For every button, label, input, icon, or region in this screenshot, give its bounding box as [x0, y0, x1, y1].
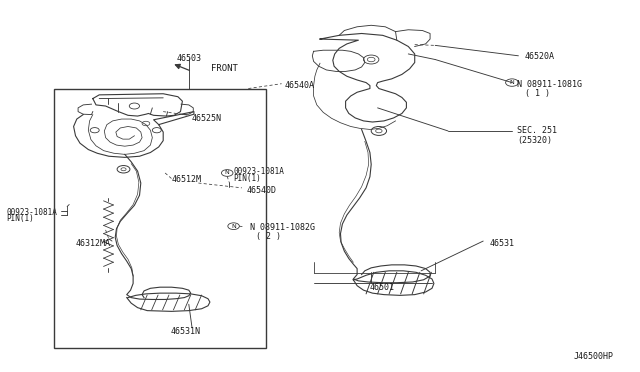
Text: 46501: 46501	[370, 283, 395, 292]
Text: PIN(1): PIN(1)	[234, 174, 261, 183]
Text: 46503: 46503	[176, 54, 202, 63]
Text: 00923-1081A: 00923-1081A	[234, 167, 284, 176]
Text: N 08911-1081G: N 08911-1081G	[517, 80, 582, 89]
Text: 46512M: 46512M	[172, 175, 202, 184]
Text: 46312MA: 46312MA	[76, 239, 111, 248]
Text: PIN(1): PIN(1)	[6, 214, 34, 223]
Text: (25320): (25320)	[517, 136, 552, 145]
Text: J46500HP: J46500HP	[573, 352, 613, 361]
Text: 46531N: 46531N	[171, 327, 201, 336]
Text: ( 1 ): ( 1 )	[525, 89, 550, 98]
Text: SEC. 251: SEC. 251	[517, 126, 557, 135]
Bar	[54, 89, 266, 348]
Text: FRONT: FRONT	[211, 64, 238, 73]
Text: 46520A: 46520A	[525, 52, 555, 61]
Text: ( 2 ): ( 2 )	[256, 232, 281, 241]
Text: 46540A: 46540A	[285, 81, 315, 90]
Text: 46531: 46531	[490, 239, 515, 248]
Text: N: N	[231, 224, 236, 229]
Text: 46525N: 46525N	[192, 114, 222, 123]
Text: N: N	[225, 170, 230, 176]
Text: 46540D: 46540D	[246, 186, 276, 195]
Text: 00923-1081A: 00923-1081A	[6, 208, 57, 217]
Text: N: N	[509, 80, 515, 85]
Text: N 08911-1082G: N 08911-1082G	[250, 223, 315, 232]
